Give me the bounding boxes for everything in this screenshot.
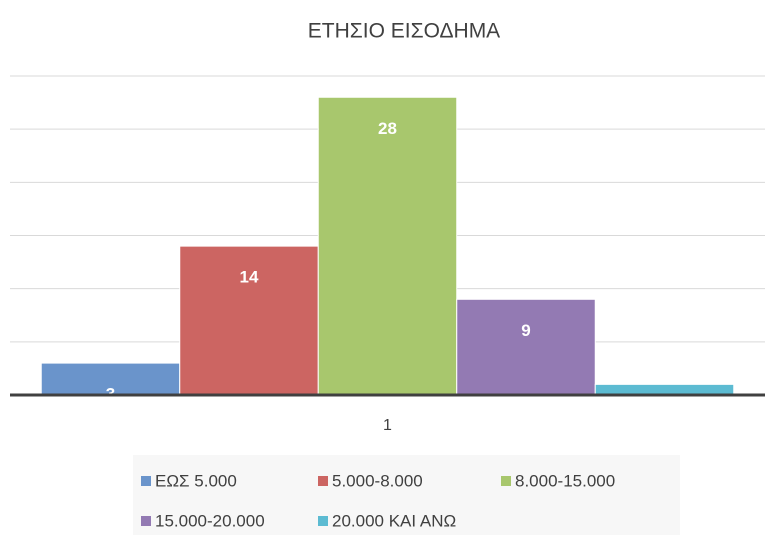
data-label: 14: [240, 268, 259, 287]
bar: [179, 245, 319, 396]
data-label: 28: [378, 119, 397, 138]
legend-label: 8.000-15.000: [515, 471, 615, 490]
x-tick-label: 1: [383, 417, 392, 434]
legend-label: 20.000 ΚΑΙ ΑΝΩ: [332, 511, 456, 530]
bar: [456, 298, 596, 396]
legend-label: 15.000-20.000: [155, 511, 265, 530]
legend-label: ΕΩΣ 5.000: [155, 471, 237, 490]
legend-marker: [318, 516, 328, 526]
legend-marker: [141, 516, 151, 526]
legend-box: [133, 455, 680, 535]
data-label: 9: [521, 321, 530, 340]
chart-title: ΕΤΗΣΙΟ ΕΙΣΟΔΗΜΑ: [308, 20, 500, 43]
legend-marker: [501, 476, 511, 486]
legend-label: 5.000-8.000: [332, 471, 423, 490]
bar: [594, 383, 735, 396]
legend-marker: [141, 476, 151, 486]
bar: [317, 96, 458, 396]
legend-marker: [318, 476, 328, 486]
